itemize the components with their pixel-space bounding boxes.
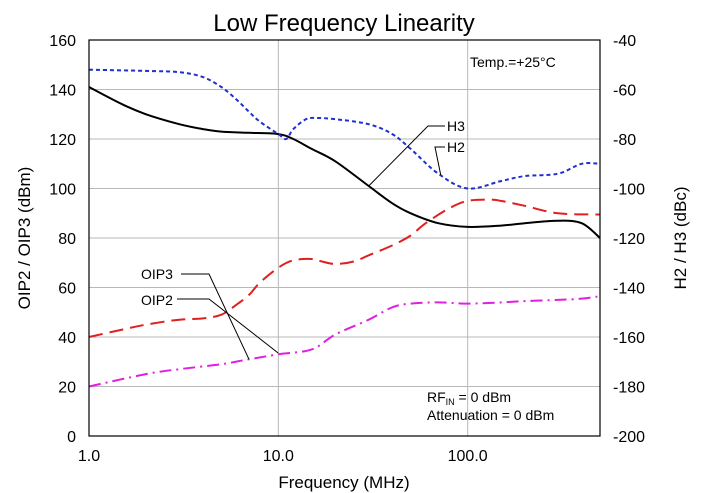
grid-lines — [89, 40, 600, 436]
y-tick-label-right: -140 — [613, 281, 645, 298]
x-tick-label: 1.0 — [78, 448, 100, 465]
chart-title: Low Frequency Linearity — [213, 10, 474, 37]
y-tick-label-right: -40 — [613, 33, 636, 50]
tick-labels: 1.0 10.0 100.0 0 20 40 60 80 100 120 140 160 -200 -18… — [49, 33, 645, 465]
rf-input-value: = 0 dBm — [455, 389, 511, 405]
series-label-h2: H2 — [447, 139, 465, 155]
series-line-h3 — [88, 86, 601, 239]
rf-input-annotation: RFIN = 0 dBm — [427, 389, 511, 407]
series-line-oip2 — [88, 198, 601, 338]
y-tick-label-left: 40 — [58, 330, 76, 347]
x-tick-label: 100.0 — [448, 448, 488, 465]
y-tick-label-right: -180 — [613, 380, 645, 397]
y-tick-label-right: -200 — [613, 429, 645, 446]
y-tick-label-left: 80 — [58, 231, 76, 248]
rf-input-main: RF — [427, 389, 446, 405]
x-tick-label: 10.0 — [263, 448, 294, 465]
plot-frame — [88, 39, 601, 437]
y-tick-label-right: -80 — [613, 132, 636, 149]
attenuation-annotation: Attenuation = 0 dBm — [427, 407, 554, 423]
y-tick-label-left: 0 — [67, 429, 76, 446]
leader-line-h3 — [368, 125, 445, 187]
y-tick-label-right: -120 — [613, 231, 645, 248]
series-lines — [88, 68, 601, 388]
y-tick-label-left: 20 — [58, 380, 76, 397]
series-line-oip3 — [88, 295, 601, 388]
leader-line-oip2 — [177, 298, 279, 354]
y-tick-label-right: -160 — [613, 330, 645, 347]
y-axis-label-left: OIP2 / OIP3 (dBm) — [15, 167, 34, 310]
label-leader-lines — [177, 125, 445, 360]
y-tick-label-right: -60 — [613, 83, 636, 100]
x-axis-label: Frequency (MHz) — [278, 473, 409, 492]
y-tick-label-left: 160 — [49, 33, 76, 50]
y-tick-label-right: -100 — [613, 182, 645, 199]
temperature-annotation: Temp.=+25°C — [470, 54, 556, 70]
y-tick-label-left: 100 — [49, 182, 76, 199]
y-tick-label-left: 140 — [49, 83, 76, 100]
y-axis-label-right: H2 / H3 (dBc) — [671, 187, 690, 290]
leader-line-oip3 — [181, 273, 250, 360]
y-tick-label-left: 60 — [58, 281, 76, 298]
series-label-h3: H3 — [447, 118, 465, 134]
series-line-h2 — [88, 68, 601, 190]
series-label-oip2: OIP2 — [141, 292, 173, 308]
rf-input-subscript: IN — [446, 397, 455, 407]
y-tick-label-left: 120 — [49, 132, 76, 149]
leader-line-h2 — [434, 146, 445, 176]
series-label-oip3: OIP3 — [141, 266, 173, 282]
